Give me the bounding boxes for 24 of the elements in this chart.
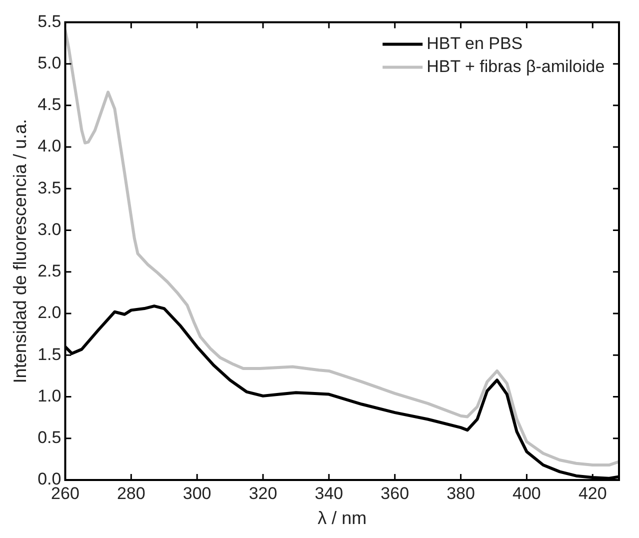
y-tick-label: 1.0 xyxy=(38,386,62,406)
legend-label: HBT + fibras β-amiloide xyxy=(426,56,605,76)
y-tick-label: 2.0 xyxy=(38,303,62,322)
y-tick-label: 5.5 xyxy=(38,12,62,31)
x-tick-label: 360 xyxy=(380,484,410,503)
y-tick-label: 0.5 xyxy=(38,428,62,448)
y-tick-label: 4.0 xyxy=(38,136,62,156)
x-tick-label: 380 xyxy=(446,484,475,503)
legend-label: HBT en PBS xyxy=(426,34,523,53)
y-tick-label: 2.5 xyxy=(38,262,62,281)
y-tick-label: 1.5 xyxy=(38,344,62,364)
y-tick-label: 5.0 xyxy=(38,54,62,73)
x-tick-label: 320 xyxy=(248,484,278,503)
x-tick-label: 400 xyxy=(512,484,541,503)
x-tick-label: 300 xyxy=(182,484,212,503)
x-tick-label: 340 xyxy=(314,484,344,503)
y-tick-label: 4.5 xyxy=(38,95,62,114)
x-axis-title: λ / nm xyxy=(318,508,367,528)
y-tick-label: 3.5 xyxy=(38,178,62,198)
y-axis-title: Intensidad de fluorescencia / u.a. xyxy=(10,119,30,384)
x-tick-label: 260 xyxy=(51,484,80,503)
x-tick-label: 420 xyxy=(578,484,607,503)
y-tick-label: 3.0 xyxy=(38,220,62,239)
x-tick-label: 280 xyxy=(116,484,146,503)
